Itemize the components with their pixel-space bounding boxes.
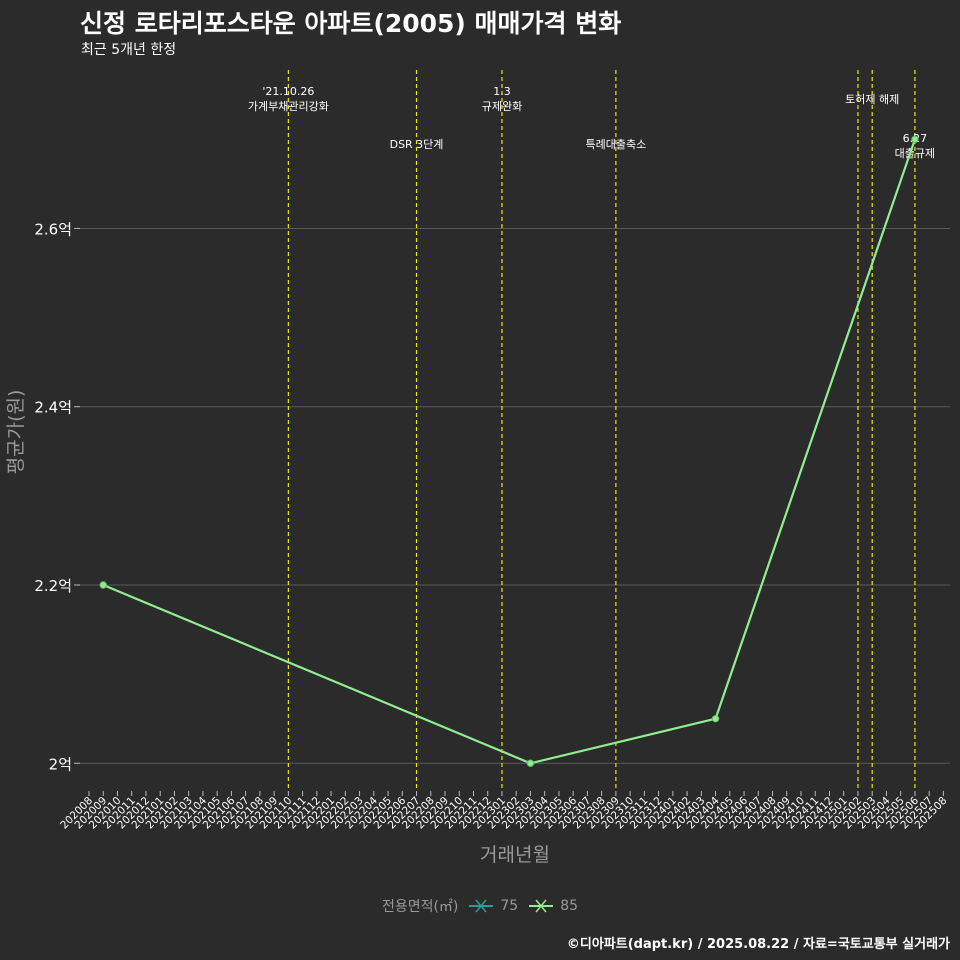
legend-key-85: [529, 899, 554, 913]
y-tick-label: 2억: [49, 755, 72, 773]
event-label: '21.10.26 가계부채관리강화: [248, 85, 329, 113]
event-label-line: 토허제 해제: [845, 92, 899, 106]
event-label-line: 1.3: [493, 85, 511, 98]
y-axis: 2억 2.2억 2.4억 2.6억: [34, 220, 80, 773]
data-point: [711, 714, 720, 723]
y-tick-label: 2.2억: [34, 577, 72, 595]
legend-label-75: 75: [500, 898, 519, 914]
grid-lines: [80, 227, 950, 764]
event-label: 1.3 규제완화: [482, 85, 522, 113]
event-label-line: 규제완화: [482, 100, 522, 113]
chart-subtitle: 최근 5개년 한정: [81, 42, 177, 58]
y-tick-label: 2.4억: [34, 399, 72, 417]
legend: 전용면적(㎡) 75 85: [0, 896, 960, 916]
data-point: [911, 135, 919, 144]
source-caption: ©디아파트(dapt.kr) / 2025.08.22 / 자료=국토교통부 실…: [566, 937, 950, 952]
event-label-line: 특례대출축소: [586, 138, 647, 151]
data-point: [526, 759, 535, 767]
y-axis-label: 평균가(원): [5, 390, 27, 475]
series-lines: [99, 135, 919, 767]
x-axis-label: 거래년월: [480, 844, 550, 866]
event-label-line: 가계부채관리강화: [248, 100, 329, 113]
y-tick-label: 2.6억: [34, 220, 72, 238]
x-axis: 2020082020092020102020112020122021012021…: [58, 791, 950, 831]
legend-item-75: 75: [468, 898, 518, 914]
legend-label-85: 85: [560, 898, 579, 914]
series-line-85: [102, 138, 916, 765]
event-label-line: 대출규제: [895, 147, 935, 160]
event-label: 토허제 해제: [845, 92, 899, 106]
event-label: 특례대출축소: [586, 138, 647, 151]
legend-key-75: [469, 899, 494, 913]
chart-title: 신정 로타리포스타운 아파트(2005) 매매가격 변화: [80, 9, 622, 38]
data-point: [99, 581, 107, 589]
legend-title: 전용면적(㎡): [381, 899, 459, 915]
event-label-line: DSR 3단계: [390, 138, 444, 151]
legend-item-85: 85: [528, 898, 578, 914]
event-label-line: '21.10.26: [262, 85, 314, 98]
event-label: DSR 3단계: [390, 138, 444, 151]
